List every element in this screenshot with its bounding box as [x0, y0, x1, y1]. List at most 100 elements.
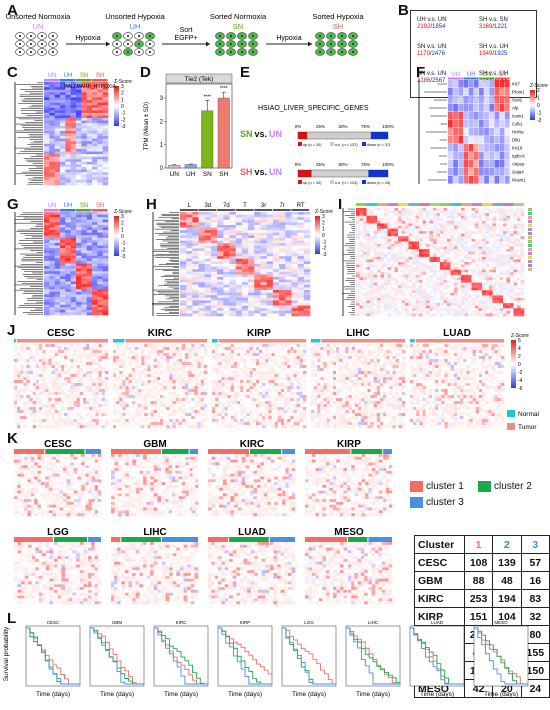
heatmap-cell: [32, 380, 37, 384]
heatmap-cell: [57, 377, 62, 381]
heatmap-cell: [92, 281, 98, 285]
heatmap-cell: [377, 251, 381, 255]
deg-comparison: SN v.s. UN 3186/2567: [417, 71, 447, 84]
heatmap-cell: [101, 368, 106, 372]
heatmap-cell: [97, 309, 103, 313]
heatmap-cell: [461, 226, 465, 229]
heatmap-cell: [89, 365, 93, 369]
heatmap-cell: [204, 282, 212, 286]
heatmap-cell: [67, 386, 71, 390]
heatmap-cell: [443, 272, 448, 276]
heatmap-cell: [49, 260, 55, 264]
heatmap-cell: [419, 210, 423, 214]
heatmap-cell: [489, 152, 495, 160]
heatmap-cell: [48, 407, 52, 411]
heatmap-cell: [260, 271, 267, 275]
heatmap-cell: [248, 225, 255, 228]
heatmap-cell: [440, 305, 444, 309]
heatmap-cell: [394, 208, 399, 211]
heatmap-cell: [517, 213, 521, 217]
heatmap-cell: [70, 179, 77, 183]
heatmap-cell: [81, 268, 87, 272]
heatmap-cell: [433, 256, 437, 260]
heatmap-cell: [475, 313, 479, 317]
heatmap-cell: [35, 356, 40, 360]
heatmap-cell: [186, 219, 193, 223]
panel-label-h: H: [146, 196, 157, 213]
heatmap-cell: [204, 300, 212, 304]
heatmap-cell: [102, 182, 109, 186]
heatmap-cell: [433, 290, 437, 294]
heatmap-cell: [54, 146, 61, 150]
deg-up-count: 3186: [417, 78, 431, 84]
heatmap-cell: [82, 365, 87, 369]
heatmap-cell: [405, 220, 409, 224]
heatmap-cell: [443, 256, 448, 260]
heatmap-cell: [426, 290, 430, 294]
panel-j-tcga-heatmaps: CESC KIRC KIRP LIHC LUAD Z-Score6420-2-4-6Nor…: [14, 328, 540, 431]
heatmap-cell: [426, 223, 430, 227]
heatmap-cell: [489, 96, 495, 104]
heatmap-cell: [60, 286, 66, 290]
heatmap-cell: [86, 389, 90, 393]
heatmap-cell: [475, 305, 479, 309]
heatmap-cell: [450, 267, 455, 271]
heatmap-cell: [447, 251, 451, 255]
heatmap-cell: [217, 305, 224, 309]
heatmap-cell: [76, 130, 82, 134]
heatmap-cell: [384, 267, 388, 271]
heatmap-cell: [426, 267, 430, 271]
heatmap-cell: [76, 230, 82, 233]
heatmap-cell: [363, 218, 367, 222]
heatmap-cell: [484, 104, 489, 112]
heatmap-cell: [291, 240, 298, 244]
heatmap-cell: [387, 256, 392, 260]
heatmap-cell: [475, 274, 479, 278]
svgG-tick: 2: [121, 221, 124, 227]
heatmap-cell: [49, 110, 55, 114]
heatmap-cell: [44, 141, 50, 145]
heatmap-cell: [32, 395, 37, 399]
heatmap-cell: [97, 82, 103, 85]
heatmap-cell: [81, 248, 87, 251]
heatmap-cell: [453, 104, 458, 112]
heatmap-cell: [82, 389, 87, 393]
heatmap-cell: [517, 256, 521, 260]
heatmap-cell: [303, 297, 311, 301]
heatmap-cell: [285, 303, 292, 306]
heatmap-cell: [303, 212, 311, 215]
heatmap-cell: [60, 125, 66, 129]
heatmap-cell: [419, 233, 423, 237]
heatmap-cell: [260, 225, 267, 228]
heatmap-cell: [65, 253, 71, 257]
gene-label: Hnf4a: [512, 130, 524, 135]
heatmap-cell: [510, 244, 514, 247]
heatmap-cell: [54, 118, 61, 121]
heatmap-cell: [485, 251, 490, 255]
heatmap-cell: [363, 305, 367, 309]
heatmap-cell: [489, 303, 493, 307]
heatmap-cell: [64, 356, 68, 360]
tissue-legend-swatch: [528, 232, 532, 235]
heatmap-cell: [506, 303, 511, 307]
heatmap-cell: [104, 374, 109, 378]
heatmap-cell: [44, 260, 50, 264]
heatmap-cell: [429, 251, 434, 255]
cell-nucleus: [329, 34, 333, 38]
heatmap-cell: [81, 174, 87, 178]
heatmap-cell: [291, 225, 298, 228]
heatmap-cell: [92, 89, 98, 93]
heatmap-cell: [266, 214, 274, 218]
heatmap-cell: [235, 227, 243, 231]
heatmap-cell: [235, 308, 243, 312]
heatmap-cell: [457, 251, 462, 255]
heatmap-cell: [520, 218, 525, 222]
heatmap-cell: [401, 251, 406, 255]
heatmap-cell: [92, 273, 98, 277]
heatmap-cell: [429, 272, 434, 276]
heatmap-cell: [248, 266, 255, 270]
heatmap-cell: [285, 256, 292, 260]
heatmap-cell: [380, 308, 385, 312]
heatmap-cell: [97, 299, 103, 303]
